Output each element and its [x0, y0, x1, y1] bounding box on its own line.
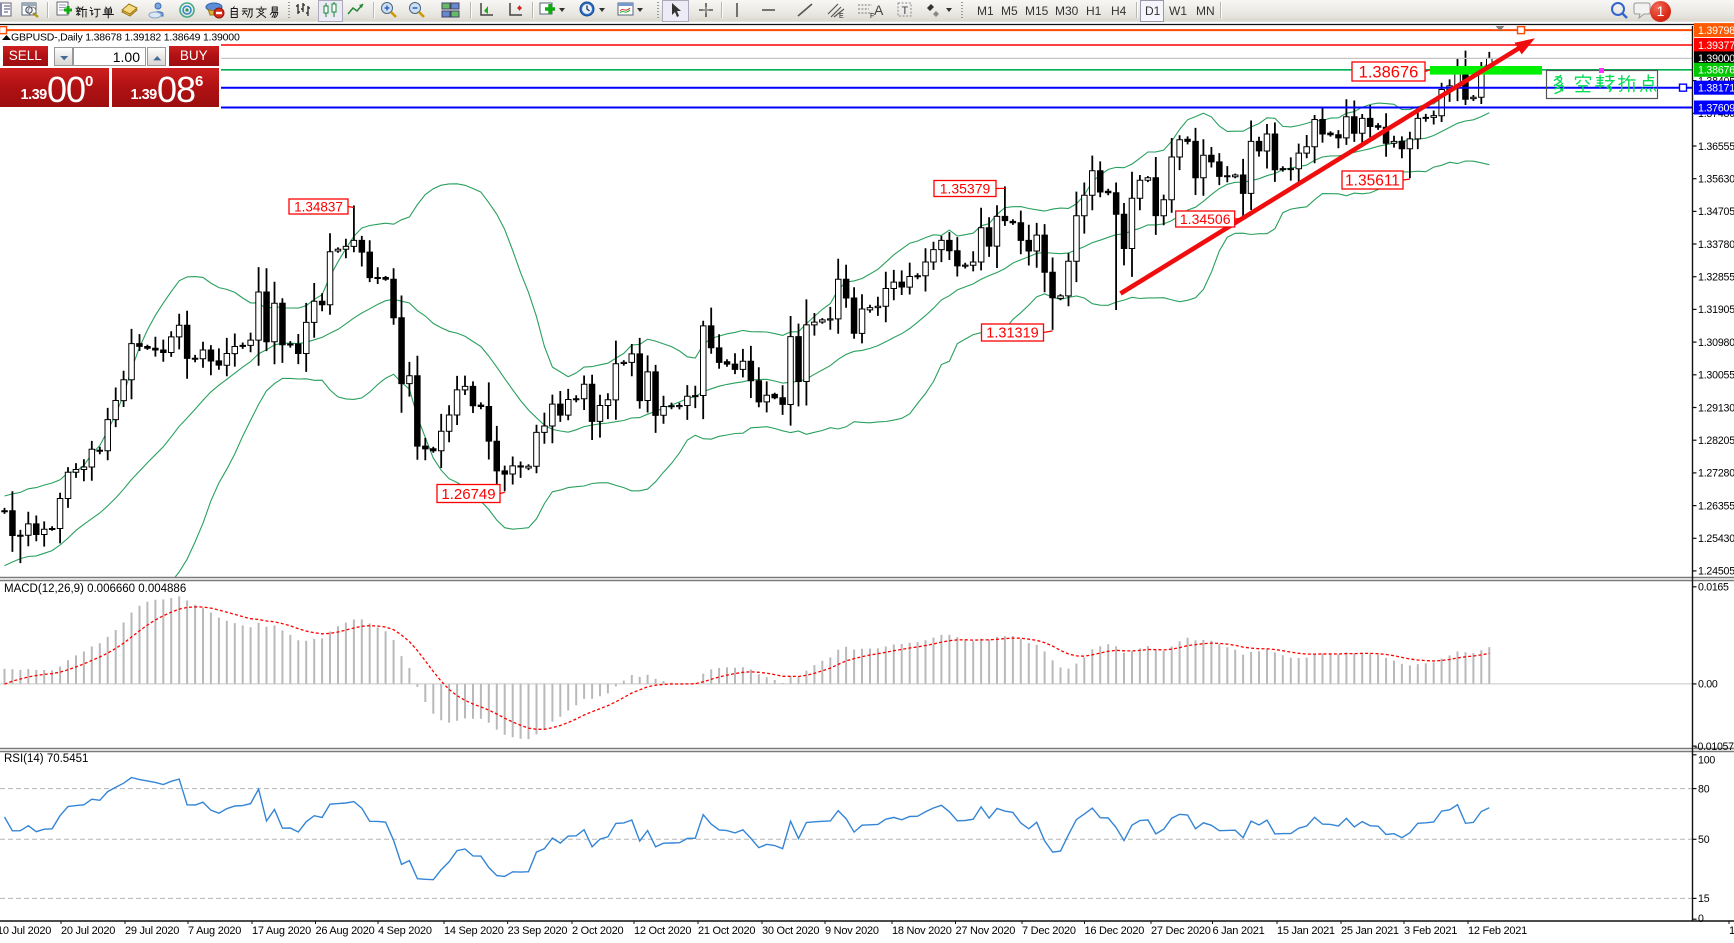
svg-text:1.28205: 1.28205 [1698, 435, 1734, 447]
svg-text:1.38171: 1.38171 [1698, 83, 1734, 95]
svg-text:1.34506: 1.34506 [1180, 211, 1231, 227]
svg-text:1.34837: 1.34837 [294, 199, 343, 214]
svg-text:1.39000: 1.39000 [1698, 53, 1734, 65]
svg-text:2 Oct 2020: 2 Oct 2020 [572, 925, 623, 937]
svg-text:25 Jan 2021: 25 Jan 2021 [1341, 925, 1399, 937]
svg-text:1.38676: 1.38676 [1698, 65, 1734, 77]
svg-text:6 Jan 2021: 6 Jan 2021 [1213, 925, 1265, 937]
svg-text:26 Aug 2020: 26 Aug 2020 [316, 925, 375, 937]
svg-text:18 Nov 2020: 18 Nov 2020 [892, 925, 952, 937]
svg-text:MACD(12,26,9) 0.006660 0.00488: MACD(12,26,9) 0.006660 0.004886 [4, 583, 186, 595]
svg-text:4 Sep 2020: 4 Sep 2020 [378, 925, 432, 937]
svg-text:7 Dec 2020: 7 Dec 2020 [1022, 925, 1076, 937]
svg-text:17 Aug 2020: 17 Aug 2020 [252, 925, 311, 937]
svg-text:1.34705: 1.34705 [1698, 206, 1734, 218]
svg-text:15 Jan 2021: 15 Jan 2021 [1277, 925, 1335, 937]
svg-text:21 Oct 2020: 21 Oct 2020 [698, 925, 755, 937]
svg-text:0.00: 0.00 [1698, 679, 1718, 691]
svg-text:12 Oct 2020: 12 Oct 2020 [634, 925, 691, 937]
svg-text:RSI(14) 70.5451: RSI(14) 70.5451 [4, 753, 88, 765]
svg-text:3 Feb 2021: 3 Feb 2021 [1404, 925, 1457, 937]
svg-text:1.38676: 1.38676 [1359, 63, 1419, 81]
svg-text:1.33780: 1.33780 [1698, 239, 1734, 251]
svg-text:29 Jul 2020: 29 Jul 2020 [125, 925, 179, 937]
svg-text:27 Dec 2020: 27 Dec 2020 [1151, 925, 1211, 937]
svg-text:1.30055: 1.30055 [1698, 370, 1734, 382]
svg-text:80: 80 [1698, 783, 1710, 795]
svg-text:1.36555: 1.36555 [1698, 141, 1734, 153]
svg-text:1.27280: 1.27280 [1698, 468, 1734, 480]
svg-text:27 Nov 2020: 27 Nov 2020 [956, 925, 1016, 937]
svg-text:1.39377: 1.39377 [1698, 40, 1734, 52]
svg-text:1.39798: 1.39798 [1698, 25, 1734, 37]
svg-text:1.29130: 1.29130 [1698, 402, 1734, 414]
svg-text:10 Jul 2020: 10 Jul 2020 [0, 925, 51, 937]
svg-text:20 Jul 2020: 20 Jul 2020 [61, 925, 115, 937]
svg-text:16 Dec 2020: 16 Dec 2020 [1085, 925, 1145, 937]
svg-text:GBPUSD-,Daily 1.38678 1.39182: GBPUSD-,Daily 1.38678 1.39182 1.38649 1.… [11, 32, 240, 44]
svg-text:0.0165: 0.0165 [1698, 582, 1729, 594]
svg-text:18: 18 [1729, 925, 1734, 937]
svg-text:1.35630: 1.35630 [1698, 174, 1734, 186]
svg-text:1.30980: 1.30980 [1698, 337, 1734, 349]
svg-text:E: E [839, 13, 844, 19]
svg-text:30 Oct 2020: 30 Oct 2020 [762, 925, 819, 937]
svg-text:1.31319: 1.31319 [986, 326, 1038, 342]
svg-text:1.26749: 1.26749 [441, 486, 495, 503]
svg-text:1.37609: 1.37609 [1698, 102, 1734, 114]
svg-text:15: 15 [1698, 893, 1710, 905]
svg-text:1.25430: 1.25430 [1698, 533, 1734, 545]
svg-text:1.24505: 1.24505 [1698, 566, 1734, 578]
svg-text:0: 0 [1698, 913, 1704, 925]
svg-text:50: 50 [1698, 834, 1710, 846]
svg-text:14 Sep 2020: 14 Sep 2020 [444, 925, 504, 937]
svg-text:9 Nov 2020: 9 Nov 2020 [825, 925, 879, 937]
svg-text:1.35379: 1.35379 [940, 181, 991, 197]
svg-text:100: 100 [1698, 754, 1715, 766]
svg-text:1.31905: 1.31905 [1698, 304, 1734, 316]
svg-text:7 Aug 2020: 7 Aug 2020 [188, 925, 241, 937]
svg-text:T: T [902, 5, 909, 17]
svg-text:1.26355: 1.26355 [1698, 500, 1734, 512]
svg-text:23 Sep 2020: 23 Sep 2020 [508, 925, 568, 937]
svg-text:1.35611: 1.35611 [1345, 173, 1400, 190]
svg-text:F: F [870, 13, 874, 19]
svg-text:1.32855: 1.32855 [1698, 272, 1734, 284]
svg-text:12 Feb 2021: 12 Feb 2021 [1468, 925, 1527, 937]
